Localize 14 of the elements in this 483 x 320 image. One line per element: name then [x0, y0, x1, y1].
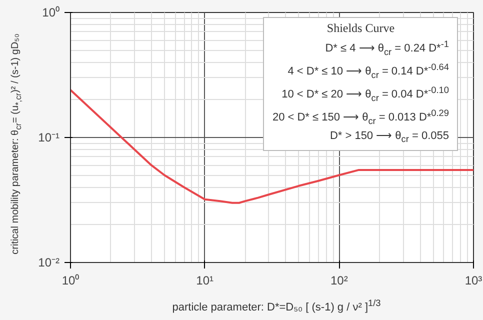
y-tick-label: 10⁰: [42, 6, 60, 20]
x-axis-title: particle parameter: D*=D₅₀ [ (s-1) g / ν² ]$^{1/3}$: [171, 297, 382, 316]
annotation: 4 < D* ≤ 10 ⟶ θ$_{cr}$ = 0.14 D*$^{-0.64}$: [286, 60, 449, 82]
y-tick-label: 10⁻¹: [38, 130, 60, 144]
annotation: 20 < D* ≤ 150 ⟶ θ$_{cr}$ = 0.013 D*$^{0.29}$: [272, 106, 449, 128]
y-tick-label: 10⁻²: [38, 256, 60, 270]
annotation: Shields Curve: [326, 20, 396, 37]
annotation: D* ≤ 4 ⟶ θ$_{cr}$ = 0.24 D*$^{-1}$: [324, 38, 449, 59]
x-tick-label: 10³: [464, 274, 482, 288]
x-tick-label: 10²: [330, 274, 348, 288]
annotation: D* > 150 ⟶ θ$_{cr}$ = 0.055: [328, 128, 449, 146]
x-tick-label: 10⁰: [62, 274, 80, 288]
annotation: 10 < D* ≤ 20 ⟶ θ$_{cr}$ = 0.04 D*$^{-0.10}$: [280, 84, 449, 105]
x-tick-label: 10¹: [196, 274, 214, 288]
